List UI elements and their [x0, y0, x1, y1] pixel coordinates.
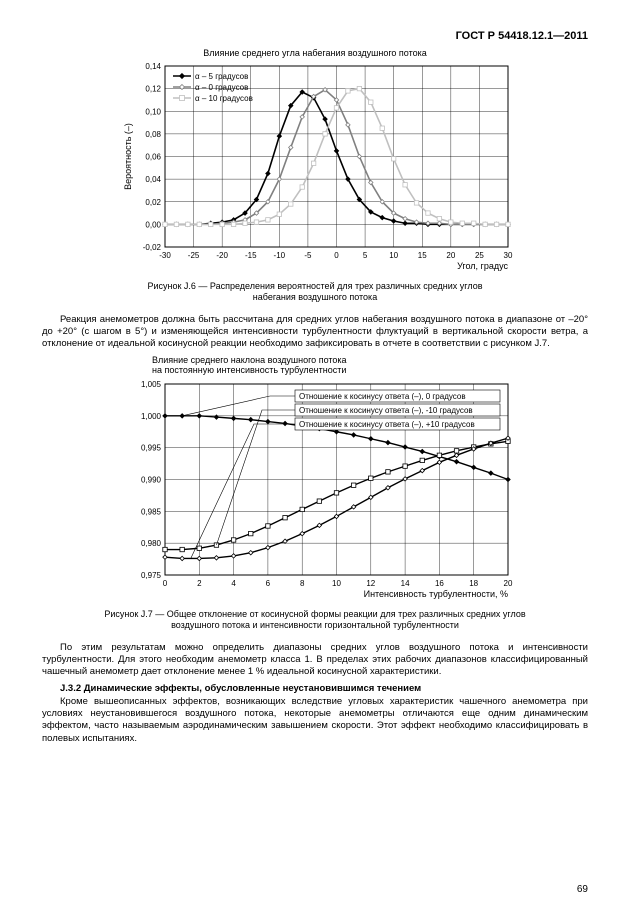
svg-text:18: 18 [469, 579, 478, 588]
svg-text:0,990: 0,990 [141, 476, 162, 485]
svg-text:15: 15 [418, 251, 427, 260]
svg-text:-5: -5 [304, 251, 312, 260]
chart2-title: Влияние среднего наклона воздушного пото… [42, 355, 588, 377]
svg-text:Интенсивность турбулентности,: Интенсивность турбулентности, % [364, 589, 508, 599]
svg-text:α – 0 градусов: α – 0 градусов [195, 83, 248, 92]
svg-text:-30: -30 [159, 251, 171, 260]
paragraph-3: Кроме вышеописанных эффектов, возникающи… [42, 696, 588, 745]
svg-text:6: 6 [266, 579, 271, 588]
svg-text:0,04: 0,04 [145, 175, 161, 184]
svg-text:0,995: 0,995 [141, 444, 162, 453]
svg-text:-15: -15 [245, 251, 257, 260]
svg-text:α – 10 градусов: α – 10 градусов [195, 94, 253, 103]
svg-text:10: 10 [389, 251, 398, 260]
svg-text:8: 8 [300, 579, 305, 588]
paragraph-2: По этим результатам можно определить диа… [42, 642, 588, 679]
section-heading: J.3.2 Динамические эффекты, обусловленны… [42, 683, 588, 694]
chart1: -30 -25 -20 -15 -10 -5 0 5 10 15 20 25 30 -0,02 0,00 0,… [42, 60, 588, 275]
chart2-title-line2: на постоянную интенсивность турбулентнос… [152, 365, 346, 375]
svg-text:-10: -10 [274, 251, 286, 260]
doc-header: ГОСТ Р 54418.12.1—2011 [42, 30, 588, 42]
svg-text:0,14: 0,14 [145, 62, 161, 71]
svg-text:0,12: 0,12 [145, 85, 161, 94]
svg-text:0,980: 0,980 [141, 539, 162, 548]
svg-text:0,10: 0,10 [145, 107, 161, 116]
svg-text:0,08: 0,08 [145, 130, 161, 139]
svg-text:20: 20 [446, 251, 455, 260]
svg-text:0,00: 0,00 [145, 220, 161, 229]
svg-text:0,975: 0,975 [141, 571, 162, 580]
paragraph-1: Реакция анемометров должна быть рассчита… [42, 314, 588, 351]
svg-text:30: 30 [504, 251, 513, 260]
svg-text:10: 10 [332, 579, 341, 588]
svg-text:0: 0 [334, 251, 339, 260]
chart1-title: Влияние среднего угла набегания воздушно… [42, 48, 588, 58]
svg-text:-0,02: -0,02 [143, 243, 162, 252]
chart2-title-line1: Влияние среднего наклона воздушного пото… [152, 355, 347, 365]
svg-text:0,02: 0,02 [145, 198, 161, 207]
svg-text:14: 14 [401, 579, 410, 588]
svg-text:Угол, градус: Угол, градус [457, 261, 508, 271]
svg-text:-20: -20 [216, 251, 228, 260]
svg-text:-25: -25 [188, 251, 200, 260]
figure-caption-2: Рисунок J.7 — Общее отклонение от косину… [42, 609, 588, 632]
figure-caption-1: Рисунок J.6 — Распределения вероятностей… [42, 281, 588, 304]
svg-text:1,000: 1,000 [141, 412, 162, 421]
svg-text:4: 4 [231, 579, 236, 588]
svg-text:0: 0 [163, 579, 168, 588]
svg-text:25: 25 [475, 251, 484, 260]
svg-text:0,985: 0,985 [141, 507, 162, 516]
chart2: 0 2 4 6 8 10 12 14 16 18 20 0,975 0,980 0,985 0,990 0,9… [42, 378, 588, 603]
svg-text:1,005: 1,005 [141, 380, 162, 389]
svg-text:2: 2 [197, 579, 202, 588]
svg-text:5: 5 [363, 251, 368, 260]
svg-text:0,06: 0,06 [145, 153, 161, 162]
page-number: 69 [577, 884, 588, 895]
svg-text:Отношение к косинусу ответа (–: Отношение к косинусу ответа (–), 0 граду… [299, 392, 466, 401]
svg-text:Отношение к косинусу ответа (–: Отношение к косинусу ответа (–), +10 гра… [299, 420, 475, 429]
svg-text:Вероятность (–): Вероятность (–) [123, 123, 133, 190]
svg-text:Отношение к косинусу ответа (–: Отношение к косинусу ответа (–), -10 гра… [299, 406, 473, 415]
svg-text:α – 5 градусов: α – 5 градусов [195, 72, 248, 81]
svg-text:16: 16 [435, 579, 444, 588]
svg-text:20: 20 [504, 579, 513, 588]
svg-text:12: 12 [366, 579, 375, 588]
